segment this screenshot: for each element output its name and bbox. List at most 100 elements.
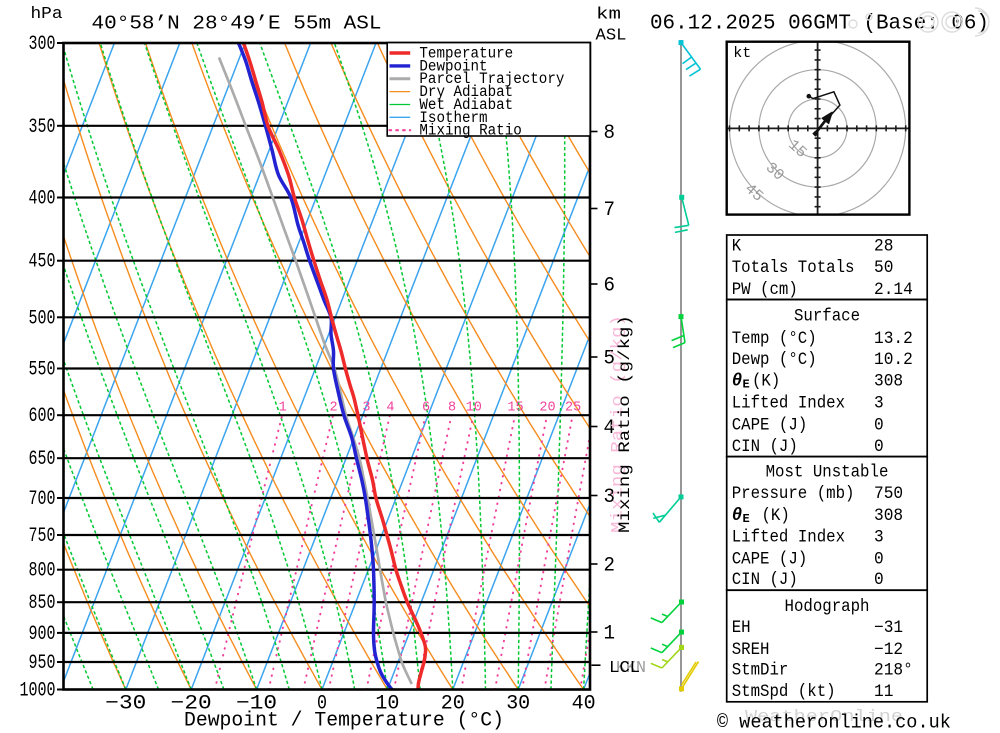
svg-text:CIN (J): CIN (J): [732, 571, 798, 590]
svg-text:3: 3: [874, 528, 884, 547]
svg-text:800: 800: [29, 560, 56, 583]
svg-text:StmSpd (kt): StmSpd (kt): [732, 683, 836, 702]
svg-text:−10: −10: [236, 693, 277, 716]
svg-text:3: 3: [874, 394, 884, 413]
svg-text:Lifted Index: Lifted Index: [732, 528, 845, 547]
svg-text:28: 28: [874, 238, 893, 257]
svg-text:Surface: Surface: [794, 308, 860, 327]
svg-text:06.12.2025 06GMT (Base: 06): 06.12.2025 06GMT (Base: 06): [650, 12, 989, 35]
svg-text:20: 20: [539, 401, 555, 416]
svg-text:0: 0: [874, 571, 884, 590]
svg-text:CIN (J): CIN (J): [732, 438, 798, 457]
svg-text:700: 700: [29, 488, 56, 511]
svg-text:StmDir: StmDir: [732, 662, 789, 681]
svg-text:Most Unstable: Most Unstable: [766, 463, 889, 482]
svg-text:(K): (K): [752, 373, 780, 392]
svg-text:E: E: [743, 378, 750, 392]
svg-text:400: 400: [29, 188, 56, 211]
svg-text:300: 300: [29, 33, 56, 56]
svg-text:20: 20: [441, 693, 465, 716]
svg-text:Hodograph: Hodograph: [785, 598, 870, 617]
svg-text:5: 5: [604, 348, 616, 371]
svg-text:2.14: 2.14: [874, 281, 913, 300]
svg-text:(K): (K): [762, 507, 790, 526]
svg-text:15: 15: [507, 401, 523, 416]
svg-text:850: 850: [29, 592, 56, 615]
svg-text:Totals Totals: Totals Totals: [732, 259, 855, 278]
svg-text:Temperature: Temperature: [419, 45, 513, 63]
svg-text:350: 350: [29, 116, 56, 139]
svg-text:ASL: ASL: [596, 27, 627, 46]
svg-text:PW (cm): PW (cm): [732, 281, 798, 300]
svg-text:0: 0: [874, 416, 884, 435]
svg-text:0: 0: [317, 693, 327, 716]
svg-text:25: 25: [565, 401, 581, 416]
svg-text:600: 600: [29, 405, 56, 428]
svg-text:1000: 1000: [20, 680, 56, 703]
svg-text:−12: −12: [874, 641, 903, 660]
svg-text:CAPE (J): CAPE (J): [732, 550, 808, 569]
svg-text:10: 10: [375, 693, 399, 716]
svg-text:CAPE (J): CAPE (J): [732, 416, 808, 435]
svg-text:KKN: KKN: [616, 659, 646, 678]
svg-text:2: 2: [329, 401, 337, 416]
svg-text:0: 0: [874, 438, 884, 457]
svg-text:0: 0: [874, 550, 884, 569]
svg-text:308: 308: [874, 507, 903, 526]
svg-text:Mixing Ratio (g/kg): Mixing Ratio (g/kg): [609, 315, 627, 533]
svg-text:8: 8: [604, 122, 616, 145]
svg-text:900: 900: [29, 623, 56, 646]
svg-text:km: km: [596, 6, 621, 25]
svg-text:30: 30: [506, 693, 530, 716]
svg-text:θ: θ: [732, 373, 742, 392]
svg-text:4: 4: [386, 401, 394, 416]
svg-text:SREH: SREH: [732, 641, 770, 660]
svg-text:13.2: 13.2: [874, 330, 913, 349]
svg-text:E: E: [743, 512, 750, 526]
svg-text:6: 6: [422, 401, 430, 416]
svg-text:550: 550: [29, 359, 56, 382]
svg-text:3: 3: [362, 401, 370, 416]
svg-text:Mixing Ratio: Mixing Ratio: [419, 122, 521, 140]
svg-text:450: 450: [29, 251, 56, 274]
svg-text:Lifted Index: Lifted Index: [732, 394, 845, 413]
svg-text:Dewp (°C): Dewp (°C): [732, 351, 817, 370]
svg-text:40: 40: [572, 693, 596, 716]
svg-text:Wet Adiabat: Wet Adiabat: [419, 96, 513, 114]
svg-text:−31: −31: [874, 619, 903, 638]
svg-text:1: 1: [604, 623, 616, 646]
svg-text:EH: EH: [732, 619, 751, 638]
svg-text:10.2: 10.2: [874, 351, 913, 370]
svg-text:500: 500: [29, 307, 56, 330]
svg-text:650: 650: [29, 448, 56, 471]
svg-text:Dry Adiabat: Dry Adiabat: [419, 83, 513, 101]
svg-text:θ: θ: [732, 507, 742, 526]
svg-text:1: 1: [279, 401, 287, 416]
svg-text:50: 50: [874, 259, 893, 278]
svg-text:218°: 218°: [874, 662, 913, 681]
svg-text:Mixing Ratio (g/kg): Mixing Ratio (g/kg): [616, 315, 634, 533]
svg-text:40°58’N 28°49’E 55m ASL: 40°58’N 28°49’E 55m ASL: [92, 13, 382, 35]
svg-text:7: 7: [604, 199, 616, 222]
svg-text:Parcel Trajectory: Parcel Trajectory: [419, 70, 564, 88]
svg-text:950: 950: [29, 652, 56, 675]
svg-text:6: 6: [604, 275, 616, 298]
svg-text:WeatherOnline: WeatherOnline: [745, 708, 903, 727]
svg-text:hPa: hPa: [31, 5, 63, 24]
svg-text:2: 2: [604, 555, 616, 578]
svg-text:−30: −30: [105, 693, 146, 716]
svg-text:11: 11: [874, 683, 893, 702]
svg-text:LCL: LCL: [609, 659, 640, 678]
svg-text:Temp (°C): Temp (°C): [732, 330, 817, 349]
svg-text:kt: kt: [733, 45, 751, 62]
svg-text:Dewpoint / Temperature (°C): Dewpoint / Temperature (°C): [184, 710, 504, 733]
svg-text:308: 308: [874, 373, 903, 392]
svg-text:4: 4: [604, 417, 616, 440]
svg-text:© weatheronline.co.uk: © weatheronline.co.uk: [717, 712, 951, 733]
svg-text:Isotherm: Isotherm: [419, 109, 487, 127]
svg-text:750: 750: [874, 485, 903, 504]
svg-text:−20: −20: [171, 693, 212, 716]
svg-text:8: 8: [448, 401, 456, 416]
svg-text:10: 10: [466, 401, 482, 416]
svg-text:Pressure (mb): Pressure (mb): [732, 485, 855, 504]
